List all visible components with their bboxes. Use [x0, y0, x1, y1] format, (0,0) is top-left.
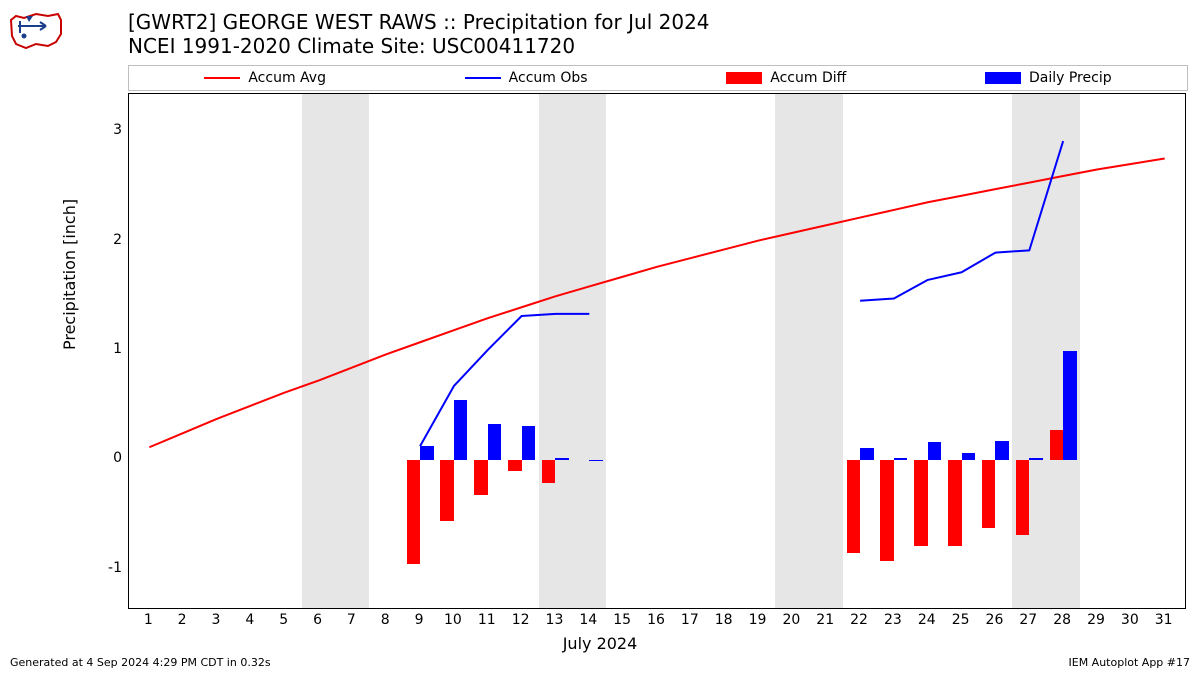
x-tick-mark — [454, 608, 455, 609]
x-tick-label: 24 — [912, 612, 942, 628]
x-tick-label: 14 — [573, 612, 603, 628]
y-tick-mark — [128, 570, 129, 571]
x-tick-label: 4 — [235, 612, 265, 628]
x-tick-mark — [217, 608, 218, 609]
x-tick-mark — [1063, 608, 1064, 609]
x-tick-mark — [285, 608, 286, 609]
x-tick-mark — [1029, 608, 1030, 609]
legend: Accum Avg Accum Obs Accum Diff Daily Precip — [128, 65, 1188, 91]
x-tick-label: 10 — [438, 612, 468, 628]
x-tick-label: 21 — [810, 612, 840, 628]
legend-label: Accum Avg — [248, 70, 326, 86]
x-tick-mark — [1097, 608, 1098, 609]
x-tick-mark — [149, 608, 150, 609]
x-tick-mark — [555, 608, 556, 609]
x-tick-label: 19 — [743, 612, 773, 628]
x-tick-mark — [691, 608, 692, 609]
accum-avg-line — [149, 159, 1164, 448]
x-tick-label: 16 — [641, 612, 671, 628]
x-tick-label: 3 — [201, 612, 231, 628]
y-tick-mark — [128, 460, 129, 461]
x-tick-label: 12 — [506, 612, 536, 628]
y-tick-mark — [128, 132, 129, 133]
x-tick-mark — [420, 608, 421, 609]
y-tick-label: 1 — [62, 341, 122, 357]
x-tick-mark — [1131, 608, 1132, 609]
y-tick-label: 2 — [62, 232, 122, 248]
x-tick-mark — [522, 608, 523, 609]
x-tick-label: 9 — [404, 612, 434, 628]
legend-patch-swatch — [726, 72, 762, 84]
x-tick-label: 11 — [472, 612, 502, 628]
x-tick-mark — [1165, 608, 1166, 609]
x-tick-mark — [759, 608, 760, 609]
legend-label: Daily Precip — [1029, 70, 1112, 86]
x-tick-mark — [183, 608, 184, 609]
x-tick-label: 8 — [370, 612, 400, 628]
x-tick-mark — [928, 608, 929, 609]
legend-patch-swatch — [985, 72, 1021, 84]
legend-item: Daily Precip — [985, 70, 1112, 86]
chart-title: [GWRT2] GEORGE WEST RAWS :: Precipitatio… — [128, 10, 710, 58]
x-tick-label: 29 — [1081, 612, 1111, 628]
x-tick-label: 17 — [675, 612, 705, 628]
x-tick-mark — [962, 608, 963, 609]
x-tick-label: 27 — [1013, 612, 1043, 628]
x-tick-label: 7 — [336, 612, 366, 628]
x-tick-mark — [995, 608, 996, 609]
x-tick-label: 30 — [1115, 612, 1145, 628]
legend-line-swatch — [204, 77, 240, 79]
x-tick-label: 23 — [878, 612, 908, 628]
x-tick-mark — [319, 608, 320, 609]
y-axis-label: Precipitation [inch] — [60, 199, 79, 350]
x-tick-label: 31 — [1149, 612, 1179, 628]
plot-area — [128, 93, 1186, 609]
x-tick-mark — [386, 608, 387, 609]
y-tick-label: 3 — [62, 122, 122, 138]
x-tick-label: 5 — [269, 612, 299, 628]
x-tick-label: 18 — [709, 612, 739, 628]
x-tick-mark — [894, 608, 895, 609]
x-tick-mark — [725, 608, 726, 609]
x-tick-mark — [251, 608, 252, 609]
legend-item: Accum Obs — [465, 70, 588, 86]
legend-item: Accum Diff — [726, 70, 846, 86]
x-tick-label: 13 — [539, 612, 569, 628]
x-tick-mark — [488, 608, 489, 609]
logo-state-outline — [11, 14, 61, 48]
x-tick-mark — [623, 608, 624, 609]
x-tick-label: 20 — [776, 612, 806, 628]
x-tick-label: 6 — [303, 612, 333, 628]
y-tick-label: -1 — [62, 560, 122, 576]
y-tick-mark — [128, 351, 129, 352]
footer-generated: Generated at 4 Sep 2024 4:29 PM CDT in 0… — [10, 656, 271, 669]
x-tick-mark — [792, 608, 793, 609]
footer-app: IEM Autoplot App #17 — [1069, 656, 1191, 669]
x-tick-mark — [860, 608, 861, 609]
y-tick-mark — [128, 242, 129, 243]
x-tick-mark — [589, 608, 590, 609]
legend-label: Accum Diff — [770, 70, 846, 86]
legend-line-swatch — [465, 77, 501, 79]
title-line-2: NCEI 1991-2020 Climate Site: USC00411720 — [128, 34, 575, 58]
accum-obs-line — [860, 141, 1063, 301]
x-tick-label: 15 — [607, 612, 637, 628]
x-tick-label: 1 — [133, 612, 163, 628]
site-logo — [6, 6, 66, 55]
chart-lines — [129, 94, 1185, 608]
legend-item: Accum Avg — [204, 70, 326, 86]
y-tick-label: 0 — [62, 450, 122, 466]
title-line-1: [GWRT2] GEORGE WEST RAWS :: Precipitatio… — [128, 10, 710, 34]
x-tick-mark — [657, 608, 658, 609]
x-tick-label: 25 — [946, 612, 976, 628]
x-tick-label: 22 — [844, 612, 874, 628]
x-tick-mark — [826, 608, 827, 609]
x-tick-mark — [352, 608, 353, 609]
x-axis-label: July 2024 — [0, 634, 1200, 653]
x-tick-label: 28 — [1047, 612, 1077, 628]
x-tick-label: 26 — [979, 612, 1009, 628]
x-tick-label: 2 — [167, 612, 197, 628]
legend-label: Accum Obs — [509, 70, 588, 86]
